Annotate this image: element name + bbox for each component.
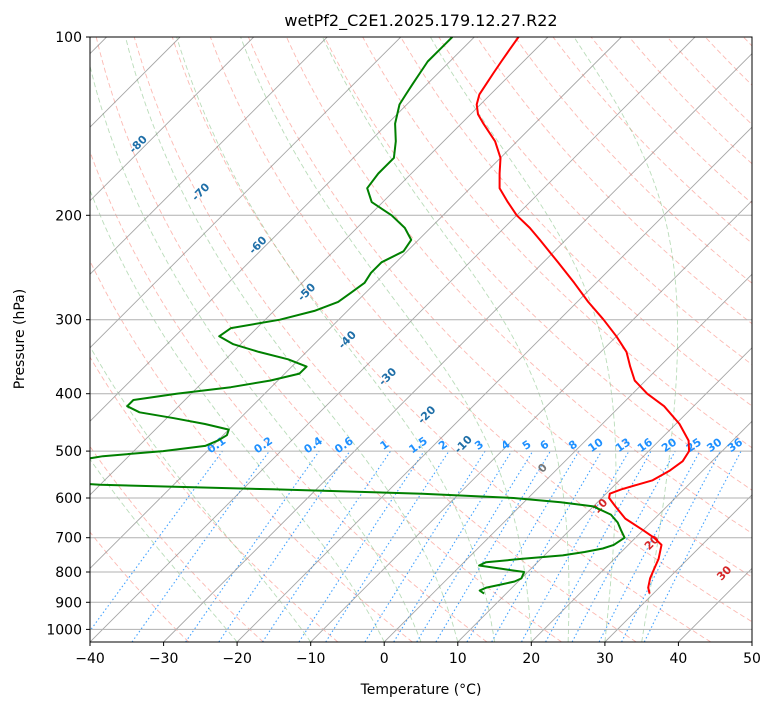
mixing-ratio-line bbox=[393, 450, 513, 642]
moist-adiabat bbox=[125, 37, 459, 642]
isotherm-line bbox=[163, 52, 752, 642]
y-tick-label: 700 bbox=[55, 531, 82, 547]
dry-adiabat bbox=[514, 37, 752, 284]
y-tick-label: 400 bbox=[55, 387, 82, 403]
x-axis: −40 −30 −20 −10 0 10 20 30 40 50 bbox=[75, 642, 761, 667]
mixing-ratio-line bbox=[643, 450, 742, 642]
y-tick-label: 900 bbox=[55, 595, 82, 611]
isotherm-line bbox=[90, 37, 475, 422]
x-tick-label: 30 bbox=[596, 651, 614, 667]
dewpoint-profile-line bbox=[90, 37, 626, 595]
dry-adiabat bbox=[90, 531, 190, 642]
y-tick-label: 100 bbox=[55, 30, 82, 46]
isotherm-line bbox=[90, 37, 402, 349]
x-tick-label: 40 bbox=[669, 651, 687, 667]
x-tick-label: 50 bbox=[743, 651, 761, 667]
y-tick-label: 500 bbox=[55, 444, 82, 460]
x-tick-label: 20 bbox=[522, 651, 540, 667]
isotherm-line bbox=[383, 273, 752, 642]
x-tick-label: 0 bbox=[380, 651, 389, 667]
y-axis: 100 200 300 400 500 600 700 800 900 1000 bbox=[46, 30, 90, 638]
pressure-gridlines bbox=[90, 37, 752, 630]
y-tick-label: 300 bbox=[55, 313, 82, 329]
x-tick-label: −20 bbox=[222, 651, 252, 667]
mixing-ratio-line bbox=[131, 450, 270, 642]
mixing-ratio-line bbox=[185, 450, 320, 642]
isotherm-line bbox=[604, 494, 752, 642]
mixing-ratio-line bbox=[416, 450, 534, 642]
mixing-ratio-line bbox=[298, 450, 425, 642]
moist-adiabat bbox=[573, 37, 679, 642]
isotherm-line bbox=[90, 37, 549, 496]
background-lines-group bbox=[90, 37, 752, 642]
x-tick-label: −10 bbox=[296, 651, 326, 667]
x-axis-label: Temperature (°C) bbox=[360, 682, 482, 698]
moist-adiabat bbox=[322, 37, 570, 642]
mixing-ratio-line bbox=[90, 450, 223, 632]
chart-title: wetPf2_C2E1.2025.179.12.27.R22 bbox=[284, 11, 557, 31]
mixing-ratio-line bbox=[545, 450, 652, 642]
x-tick-label: 10 bbox=[449, 651, 467, 667]
dry-adiabat bbox=[286, 37, 752, 534]
mixing-ratio-line bbox=[325, 450, 450, 642]
x-tick-label: −30 bbox=[149, 651, 179, 667]
dry-adiabat bbox=[476, 37, 752, 325]
moist-adiabat bbox=[90, 64, 422, 642]
isotherm-line bbox=[236, 126, 752, 642]
plot-frame bbox=[89, 36, 753, 643]
dry-adiabat bbox=[324, 37, 752, 491]
moist-adiabat bbox=[430, 37, 617, 642]
y-tick-label: 600 bbox=[55, 491, 82, 507]
y-tick-label: 200 bbox=[55, 208, 82, 224]
y-axis-label: Pressure (hPa) bbox=[12, 289, 28, 389]
isotherm-line bbox=[90, 37, 255, 202]
isotherm-line bbox=[310, 200, 752, 642]
moist-adiabat bbox=[240, 37, 532, 642]
isotherm-line bbox=[90, 37, 696, 642]
moist-adiabat bbox=[90, 458, 238, 642]
dry-adiabat bbox=[133, 37, 637, 642]
mixing-ratio-line bbox=[218, 450, 351, 642]
y-tick-label: 1000 bbox=[46, 622, 82, 638]
moist-adiabat bbox=[90, 189, 385, 642]
mixing-ratio-line bbox=[571, 450, 676, 642]
dry-adiabat bbox=[247, 37, 752, 578]
isotherm-line bbox=[90, 37, 328, 275]
isotherm-line bbox=[457, 347, 752, 642]
x-tick-label: −40 bbox=[75, 651, 105, 667]
sounding-series-group bbox=[90, 37, 691, 595]
mixing-ratio-line bbox=[262, 450, 391, 642]
dry-adiabat bbox=[171, 37, 712, 642]
isotherm-line bbox=[530, 420, 752, 642]
isotherm-line bbox=[90, 37, 622, 570]
temperature-profile-line bbox=[475, 37, 691, 594]
mixing-ratio-line bbox=[521, 450, 630, 642]
dry-adiabat bbox=[400, 37, 752, 407]
y-tick-label: 800 bbox=[55, 565, 82, 581]
moist-adiabat bbox=[176, 37, 496, 642]
